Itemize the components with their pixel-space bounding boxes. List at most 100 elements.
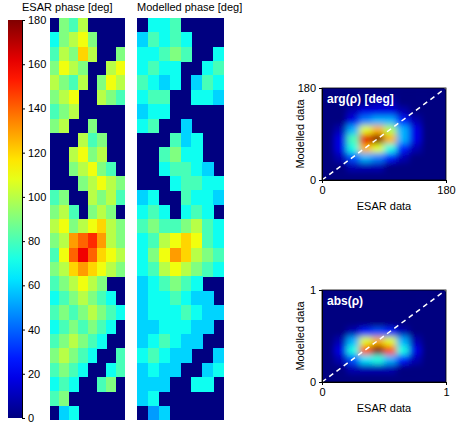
annotation: arg(ρ) [deg] <box>327 92 394 106</box>
map-cell <box>106 363 116 378</box>
map-cell <box>59 377 69 392</box>
map-cell <box>88 133 98 148</box>
density-cell <box>334 143 347 153</box>
map-cell <box>78 363 88 378</box>
map-cell <box>148 334 159 349</box>
map-cell <box>170 291 181 306</box>
x-axis: 0180 <box>319 180 455 196</box>
map-cell <box>181 190 192 205</box>
density-cell <box>384 106 397 116</box>
map-cell <box>116 305 125 320</box>
map-cell <box>137 90 148 105</box>
density-cell <box>421 336 434 346</box>
density-cell <box>396 308 409 318</box>
density-cell <box>359 116 372 126</box>
map-cell <box>59 104 69 119</box>
map-cell <box>59 363 69 378</box>
colorbar-tick-label: 140 <box>28 102 46 114</box>
density-cell <box>434 143 446 153</box>
map-cell <box>78 248 88 263</box>
map-cell <box>116 75 125 90</box>
y-tick-mark <box>319 88 322 89</box>
colorbar-tick-mark <box>22 64 25 65</box>
map-cell <box>213 47 224 62</box>
colorbar <box>8 20 22 418</box>
map-cell <box>97 377 107 392</box>
density-cell <box>396 336 409 346</box>
map-cell <box>88 248 98 263</box>
map-cell <box>181 32 192 47</box>
map-cell <box>159 248 170 263</box>
map-cell <box>69 248 79 263</box>
x-tick: 1 <box>443 382 449 398</box>
density-cell <box>409 171 422 180</box>
map-cell <box>148 104 159 119</box>
density-cell <box>434 364 446 374</box>
density-cell <box>359 364 372 374</box>
density-cell <box>372 345 385 355</box>
density <box>322 88 446 180</box>
y-tick-label: 1 <box>310 284 316 296</box>
y-axis-line <box>322 89 323 181</box>
map-cell <box>202 262 213 277</box>
map-cell <box>170 75 181 90</box>
map-cell <box>78 233 88 248</box>
density-cell <box>434 299 446 309</box>
map-cell <box>159 205 170 220</box>
x-tick: 0 <box>319 180 325 196</box>
map-cell <box>69 162 79 177</box>
map-cell <box>137 61 148 76</box>
map-cell <box>159 276 170 291</box>
map-cell <box>202 291 213 306</box>
map-cell <box>88 219 98 234</box>
map-cell <box>69 18 79 33</box>
map-cell <box>213 348 224 363</box>
map-cell <box>202 61 213 76</box>
density <box>322 290 446 382</box>
density-cell <box>434 152 446 162</box>
map-cell <box>202 248 213 263</box>
density-cell <box>396 134 409 144</box>
plot-frame <box>322 88 446 180</box>
map-cell <box>170 162 181 177</box>
plot-background <box>322 290 446 382</box>
map-cell <box>50 119 60 134</box>
map-cell <box>181 47 192 62</box>
density-cell <box>409 116 422 126</box>
map-cell <box>50 291 60 306</box>
density-cell <box>421 373 434 382</box>
map-cell <box>78 32 88 47</box>
map-cell <box>50 233 60 248</box>
density-cell <box>347 364 360 374</box>
map-cell <box>78 305 88 320</box>
map-cell <box>137 363 148 378</box>
y-tick: 1 <box>310 284 322 296</box>
density-cell <box>434 327 446 337</box>
map-cell <box>69 348 79 363</box>
y-tick: 180 <box>298 82 322 94</box>
x-tick-mark <box>446 180 447 183</box>
density-cell <box>359 354 372 364</box>
map-cell <box>97 205 107 220</box>
map-cell <box>202 176 213 191</box>
map-cell <box>97 233 107 248</box>
density-cell <box>434 162 446 172</box>
map-cell <box>59 233 69 248</box>
density-cell <box>359 318 372 328</box>
density-cell <box>396 143 409 153</box>
map-cell <box>97 248 107 263</box>
density-cell <box>372 171 385 180</box>
map-cell <box>106 176 116 191</box>
map-cell <box>170 320 181 335</box>
map-cell <box>59 190 69 205</box>
map-cell <box>69 61 79 76</box>
density-cell <box>372 106 385 116</box>
density-cell <box>359 308 372 318</box>
map-cell <box>159 262 170 277</box>
map-cell <box>137 205 148 220</box>
map-cell <box>137 262 148 277</box>
map-cell <box>97 176 107 191</box>
map-cell <box>170 18 181 33</box>
map-title: ESAR phase [deg] <box>22 1 113 13</box>
density-cell <box>372 290 385 300</box>
